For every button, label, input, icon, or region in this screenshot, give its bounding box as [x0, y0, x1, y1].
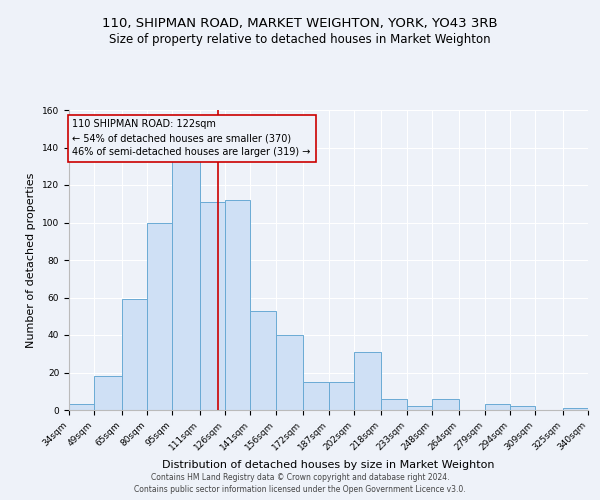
Bar [225, 200, 250, 410]
Bar [200, 202, 225, 410]
Bar [303, 382, 329, 410]
Bar [407, 406, 432, 410]
Bar [354, 352, 381, 410]
X-axis label: Distribution of detached houses by size in Market Weighton: Distribution of detached houses by size … [162, 460, 495, 470]
Text: Contains public sector information licensed under the Open Government Licence v3: Contains public sector information licen… [134, 485, 466, 494]
Text: Contains HM Land Registry data © Crown copyright and database right 2024.: Contains HM Land Registry data © Crown c… [151, 472, 449, 482]
Bar [250, 310, 276, 410]
Bar [329, 382, 354, 410]
Text: 110 SHIPMAN ROAD: 122sqm
← 54% of detached houses are smaller (370)
46% of semi-: 110 SHIPMAN ROAD: 122sqm ← 54% of detach… [73, 120, 311, 158]
Bar [276, 335, 303, 410]
Bar [485, 404, 510, 410]
Bar [172, 160, 200, 410]
Text: Size of property relative to detached houses in Market Weighton: Size of property relative to detached ho… [109, 32, 491, 46]
Bar [69, 404, 94, 410]
Bar [563, 408, 588, 410]
Bar [432, 399, 459, 410]
Bar [94, 376, 122, 410]
Y-axis label: Number of detached properties: Number of detached properties [26, 172, 37, 348]
Bar [147, 222, 172, 410]
Bar [510, 406, 535, 410]
Text: 110, SHIPMAN ROAD, MARKET WEIGHTON, YORK, YO43 3RB: 110, SHIPMAN ROAD, MARKET WEIGHTON, YORK… [102, 18, 498, 30]
Bar [122, 300, 147, 410]
Bar [381, 399, 407, 410]
